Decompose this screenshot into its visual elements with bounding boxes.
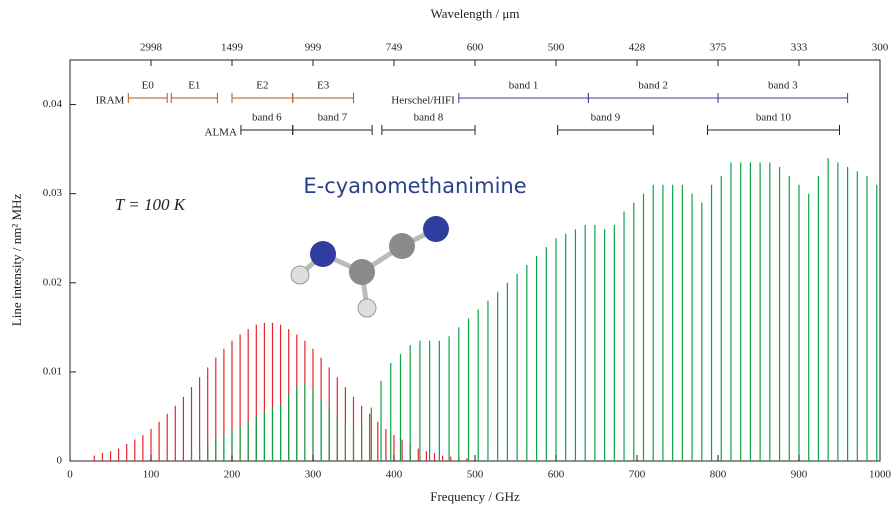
band-bracket	[718, 93, 848, 103]
x-tick-label: 800	[710, 469, 727, 481]
x-tick-label: 400	[386, 469, 403, 481]
band-label: band 10	[756, 112, 792, 124]
top-tick-label: 500	[548, 42, 565, 54]
top-tick-label: 333	[791, 42, 808, 54]
band-label: band 6	[252, 112, 282, 124]
temperature: T = 100 K	[115, 195, 187, 214]
top-tick-label: 375	[710, 42, 727, 54]
top-tick-label: 600	[467, 42, 484, 54]
band-bracket	[128, 93, 167, 103]
instrument-name: Herschel/HIFI	[391, 95, 455, 107]
molecule-name: E-cyanomethanimine	[303, 174, 526, 198]
x-tick-label: 100	[143, 469, 160, 481]
y-tick-label: 0.02	[43, 276, 62, 288]
top-tick-label: 300	[872, 42, 889, 54]
molecule	[291, 216, 449, 317]
band-label: band 8	[414, 112, 444, 124]
band-label: band 2	[638, 80, 668, 92]
instrument-name: ALMA	[205, 127, 237, 139]
x-axis-label: Frequency / GHz	[430, 489, 520, 504]
top-tick-label: 999	[305, 42, 322, 54]
top-tick-label: 1499	[221, 42, 244, 54]
band-bracket	[293, 125, 372, 135]
top-tick-label: 749	[386, 42, 403, 54]
y-axis-label: Line intensity / nm² MHz	[9, 194, 24, 327]
band-bracket	[232, 93, 293, 103]
band-bracket	[293, 93, 354, 103]
x-tick-label: 300	[305, 469, 322, 481]
top-tick-label: 2998	[140, 42, 163, 54]
band-bracket	[171, 93, 217, 103]
y-tick-label: 0	[57, 455, 63, 467]
x-tick-label: 900	[791, 469, 808, 481]
y-tick-label: 0.04	[43, 98, 63, 110]
band-bracket	[707, 125, 839, 135]
x-tick-label: 600	[548, 469, 565, 481]
band-label: band 7	[318, 112, 348, 124]
band-bracket	[588, 93, 718, 103]
x-tick-label: 700	[629, 469, 646, 481]
x-tick-label: 200	[224, 469, 241, 481]
chart: Wavelength / μm Frequency / GHz Line int…	[0, 0, 896, 508]
x-tick-label: 500	[467, 469, 484, 481]
y-tick-label: 0.01	[43, 365, 62, 377]
band-bracket	[558, 125, 654, 135]
top-axis-label: Wavelength / μm	[431, 6, 520, 21]
band-bracket	[241, 125, 293, 135]
band-bracket	[459, 93, 589, 103]
band-bracket	[382, 125, 475, 135]
band-label: E2	[256, 80, 268, 92]
x-tick-label: 1000	[869, 469, 892, 481]
band-label: E0	[142, 80, 155, 92]
band-label: band 1	[509, 80, 539, 92]
instrument-name: IRAM	[96, 95, 125, 107]
top-tick-label: 428	[629, 42, 646, 54]
x-tick-label: 0	[67, 469, 73, 481]
y-tick-label: 0.03	[43, 187, 63, 199]
band-label: band 3	[768, 80, 798, 92]
band-label: E1	[188, 80, 200, 92]
band-label: band 9	[591, 112, 621, 124]
band-label: E3	[317, 80, 330, 92]
